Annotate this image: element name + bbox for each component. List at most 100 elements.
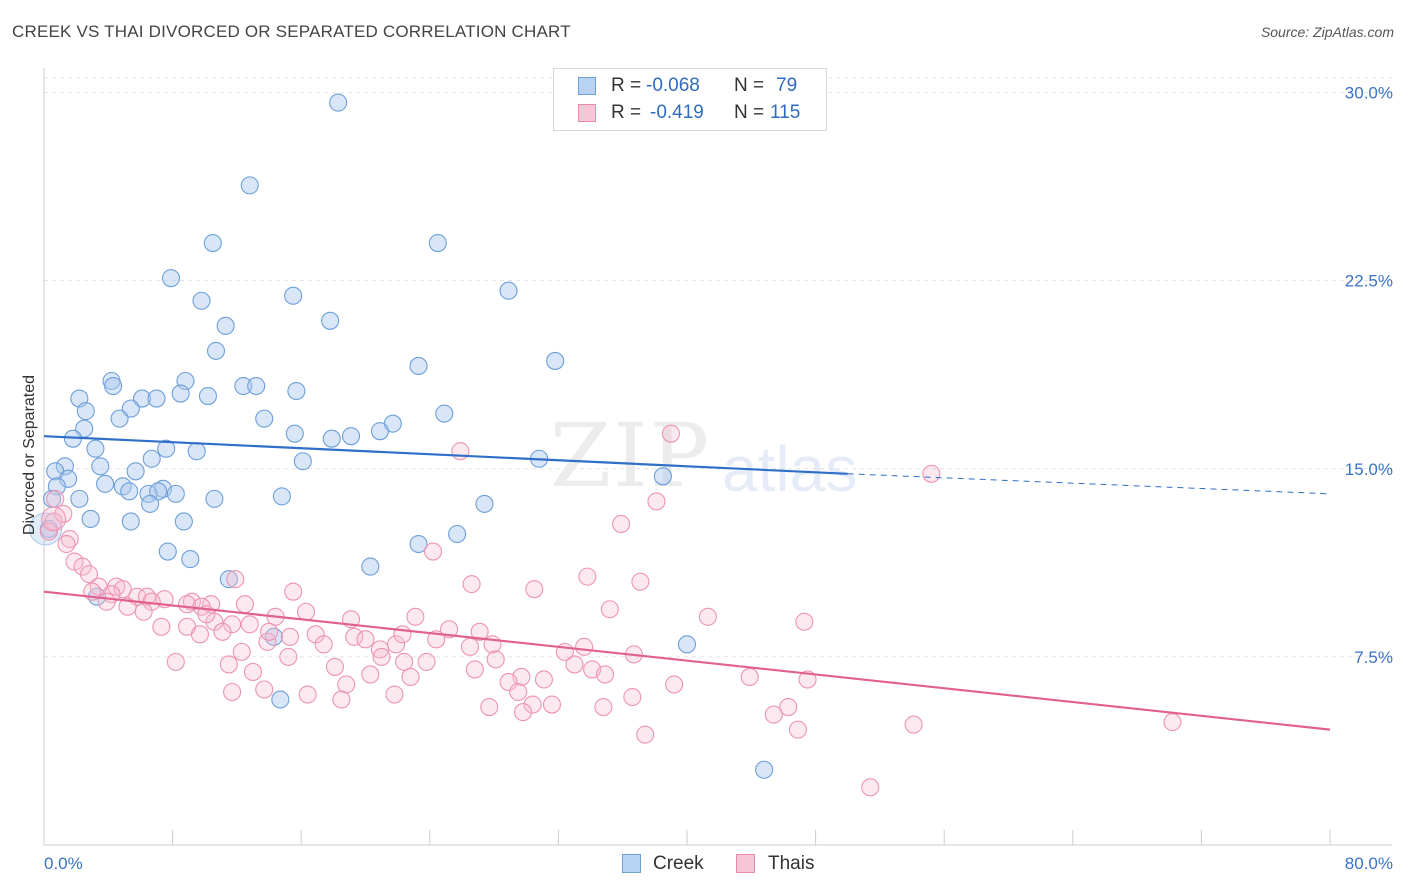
creek-point: [206, 341, 226, 360]
legend-row-creek: R = -0.068 N = 79: [554, 73, 826, 99]
creek-point: [322, 429, 341, 448]
thais-point: [226, 570, 245, 589]
thais-point: [595, 665, 615, 684]
creek-point: [141, 494, 160, 513]
r-value: -0.068: [646, 75, 700, 96]
r-value: -0.419: [650, 102, 704, 123]
thais-point: [325, 657, 345, 676]
creek-point: [121, 399, 140, 418]
thais-point: [523, 695, 542, 714]
thais-point: [60, 529, 79, 549]
thais-point: [509, 682, 528, 702]
thais-point: [255, 680, 274, 699]
thais-point: [513, 703, 533, 722]
thais-point: [240, 615, 259, 634]
creek-point: [475, 494, 494, 513]
thais-point: [795, 612, 814, 631]
thais-point: [423, 542, 443, 561]
creek-point: [409, 356, 428, 376]
creek-point: [293, 452, 312, 471]
thais-point: [182, 592, 201, 611]
creek-point: [147, 389, 166, 408]
tick-labels: 7.5% 15.0% 22.5% 30.0% 0.0% 80.0%: [44, 84, 1393, 873]
y-tick-label: 22.5%: [1345, 272, 1393, 291]
creek-point: [247, 376, 266, 396]
creek-point: [285, 424, 304, 443]
source-label: Source: ZipAtlas.com: [1260, 24, 1394, 40]
thais-point: [393, 625, 412, 644]
creek-point: [677, 635, 697, 654]
creek-point: [121, 512, 140, 531]
x-tick-label: 0.0%: [44, 854, 83, 873]
creek-point: [435, 404, 454, 423]
thais-point: [470, 622, 489, 641]
creek-point: [171, 384, 190, 403]
creek-point: [499, 281, 518, 300]
thais-point: [57, 534, 76, 554]
creek-point: [370, 422, 390, 441]
thais-point: [499, 672, 518, 692]
creek-point: [120, 482, 139, 501]
grid-lines: [44, 77, 1392, 658]
creek-point: [271, 690, 290, 709]
creek-point: [755, 760, 774, 779]
thais-point: [41, 506, 67, 532]
thais-point: [137, 587, 156, 606]
creek-point: [287, 381, 306, 401]
creek-point: [205, 489, 224, 508]
creek-point: [284, 286, 303, 305]
creek-point: [329, 93, 348, 112]
thais-point: [406, 607, 425, 626]
thais-point: [332, 690, 351, 709]
thais-point: [451, 442, 470, 461]
thais-swatch: [578, 104, 596, 122]
thais-point: [97, 592, 116, 611]
axes: [43, 68, 1392, 846]
thais-point: [259, 622, 279, 641]
thais-point: [460, 637, 480, 656]
trend-lines: [43, 435, 1331, 731]
thais-point: [534, 670, 553, 689]
thais-point: [314, 635, 333, 654]
creek-point: [192, 291, 211, 310]
thais-point: [385, 685, 404, 704]
thais-point: [243, 662, 263, 681]
thais-point: [698, 607, 717, 626]
thais-point: [54, 504, 73, 523]
thais-point: [779, 698, 798, 717]
creek-points: [29, 93, 774, 779]
thais-point: [345, 627, 364, 646]
creek-point: [174, 512, 193, 531]
y-tick-label: 7.5%: [1354, 648, 1393, 667]
creek-point: [157, 439, 176, 458]
creek-point: [70, 489, 89, 508]
thais-point: [480, 698, 499, 717]
creek-point: [341, 427, 361, 446]
thais-point: [79, 565, 99, 584]
n-label: N =: [734, 75, 765, 96]
creek-point: [181, 550, 200, 569]
thais-point: [232, 642, 251, 661]
thais-point: [298, 685, 317, 704]
creek-point: [361, 557, 380, 576]
thais-trend-line: [43, 590, 1331, 731]
r-label: R =: [611, 102, 642, 123]
thais-point: [152, 617, 171, 636]
x-tick-label: 80.0%: [1345, 854, 1393, 873]
thais-point: [661, 424, 680, 443]
thais-point: [219, 655, 238, 674]
thais-point: [486, 650, 505, 669]
creek-point: [272, 487, 291, 506]
y-tick-label: 30.0%: [1345, 84, 1393, 103]
creek-point: [161, 269, 181, 288]
thais-point: [118, 597, 137, 616]
creek-point: [203, 234, 222, 253]
thais-point: [395, 652, 414, 671]
creek-trend-extension: [847, 473, 1331, 495]
y-axis-label: Divorced or Separated: [21, 375, 38, 535]
thais-point: [565, 655, 584, 674]
thais-point: [861, 778, 880, 797]
thais-point: [73, 557, 92, 576]
thais-point: [462, 575, 481, 594]
